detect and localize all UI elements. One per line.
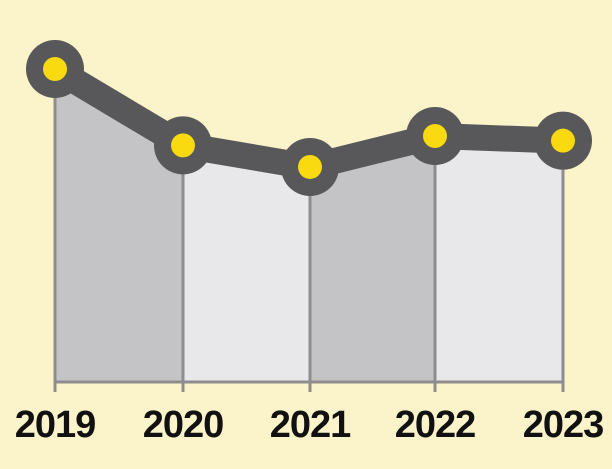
marker-dot-2022 — [423, 123, 447, 148]
marker-dot-2021 — [298, 154, 322, 179]
vertical-dividers — [53, 69, 565, 392]
tick-label-2022: 2022 — [395, 404, 476, 446]
area-band-2021-2022 — [310, 135, 435, 382]
data-markers — [26, 40, 592, 196]
tick-label-2019: 2019 — [15, 404, 96, 446]
data-point-2023 — [534, 111, 592, 170]
tick-label-2021: 2021 — [270, 404, 351, 446]
area-band-2022-2023 — [435, 135, 563, 382]
data-point-2019 — [26, 40, 84, 98]
data-point-2021 — [281, 137, 339, 196]
area-bands — [55, 69, 563, 382]
data-point-2022 — [406, 106, 464, 165]
area-band-2019-2020 — [55, 69, 183, 382]
tick-label-2023: 2023 — [523, 404, 604, 446]
tick-label-2020: 2020 — [143, 404, 224, 446]
x-tick-labels: 2019 2020 2021 2022 2023 — [15, 404, 605, 446]
marker-dot-2019 — [43, 57, 67, 81]
data-point-2020 — [154, 116, 212, 175]
marker-dot-2020 — [171, 133, 195, 158]
area-band-2020-2021 — [183, 145, 310, 382]
marker-dot-2023 — [551, 128, 575, 153]
